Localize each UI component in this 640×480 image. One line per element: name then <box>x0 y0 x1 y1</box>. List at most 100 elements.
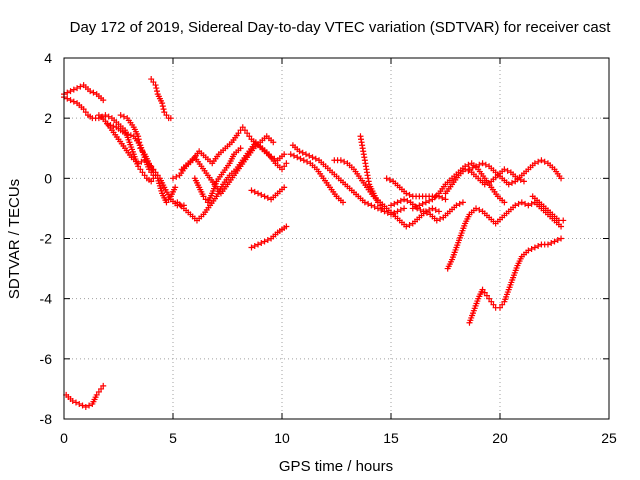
data-point <box>433 217 440 224</box>
data-point <box>80 106 87 113</box>
data-point <box>100 97 107 104</box>
data-point <box>386 176 393 183</box>
data-point <box>120 113 127 120</box>
data-point <box>235 130 242 137</box>
y-tick-label: 4 <box>44 50 52 66</box>
data-point <box>251 188 258 195</box>
data-point <box>173 173 180 180</box>
marks-layer <box>61 76 567 410</box>
data-point <box>497 304 503 311</box>
data-point <box>309 154 316 161</box>
data-point <box>148 178 155 185</box>
data-point <box>248 244 255 251</box>
data-point <box>551 238 558 245</box>
series-track-21 <box>466 157 565 188</box>
data-point <box>486 295 493 302</box>
data-point <box>261 238 268 245</box>
data-point <box>512 202 519 209</box>
data-point <box>466 166 473 173</box>
data-point <box>87 88 94 95</box>
chart-title: Day 172 of 2019, Sidereal Day-to-day VTE… <box>70 19 612 36</box>
data-point <box>167 115 174 122</box>
data-point <box>377 202 384 209</box>
data-point <box>104 121 111 128</box>
data-point <box>403 190 410 197</box>
series-track-18 <box>388 196 466 224</box>
data-point <box>394 199 401 206</box>
series-track-12 <box>248 223 290 251</box>
data-point <box>501 199 508 206</box>
data-point <box>374 199 381 206</box>
series-track-17 <box>383 175 449 203</box>
data-point <box>442 196 449 203</box>
data-point <box>72 399 79 406</box>
data-point <box>558 235 565 242</box>
data-point <box>481 181 488 188</box>
data-point <box>153 85 160 92</box>
data-point <box>379 205 386 212</box>
data-point <box>141 172 148 179</box>
data-point <box>135 160 142 167</box>
data-point <box>409 205 416 212</box>
series-track-01 <box>61 82 107 104</box>
data-point <box>522 200 529 207</box>
data-point <box>95 388 102 395</box>
data-point <box>473 163 480 170</box>
y-tick-label: 0 <box>44 170 52 186</box>
data-point <box>70 86 77 93</box>
data-point <box>456 200 463 207</box>
data-point <box>403 223 410 230</box>
data-point <box>300 157 307 164</box>
data-point <box>525 202 532 209</box>
data-point <box>501 166 508 173</box>
y-tick-label: -2 <box>40 231 53 247</box>
data-point <box>255 190 262 197</box>
data-point <box>548 240 555 247</box>
series-track-14 <box>287 151 347 206</box>
data-point <box>508 179 515 186</box>
data-point <box>77 83 84 90</box>
data-point <box>251 243 258 250</box>
data-point <box>383 175 390 182</box>
data-point <box>528 200 535 207</box>
data-point <box>476 161 483 168</box>
data-point <box>413 203 420 210</box>
data-point <box>150 172 157 179</box>
data-point <box>281 151 288 158</box>
data-point <box>483 292 490 299</box>
data-point <box>67 97 74 104</box>
data-point <box>419 200 426 207</box>
data-point <box>105 113 112 120</box>
data-point <box>159 103 166 110</box>
data-point <box>420 208 427 215</box>
data-point <box>148 76 155 83</box>
data-point <box>560 217 567 224</box>
data-point <box>426 197 433 204</box>
data-point <box>499 301 506 308</box>
y-tick-label: -6 <box>40 351 53 367</box>
data-point <box>69 397 76 404</box>
data-point <box>554 237 561 244</box>
data-point <box>281 184 288 191</box>
data-point <box>202 196 209 203</box>
data-point <box>279 166 285 173</box>
data-point <box>485 179 492 186</box>
data-point <box>70 98 77 105</box>
data-point <box>163 112 170 119</box>
data-point <box>531 160 538 167</box>
data-point <box>287 151 294 158</box>
data-point <box>482 161 489 168</box>
data-point <box>122 130 129 137</box>
series-track-10 <box>191 145 244 206</box>
data-point <box>64 95 71 102</box>
data-point <box>152 82 159 89</box>
data-point <box>127 132 134 139</box>
data-point <box>248 187 255 194</box>
data-point <box>469 164 476 171</box>
data-point <box>290 152 297 159</box>
data-point <box>426 206 433 213</box>
data-point <box>137 166 144 173</box>
data-point <box>381 208 388 215</box>
data-point <box>264 237 271 244</box>
